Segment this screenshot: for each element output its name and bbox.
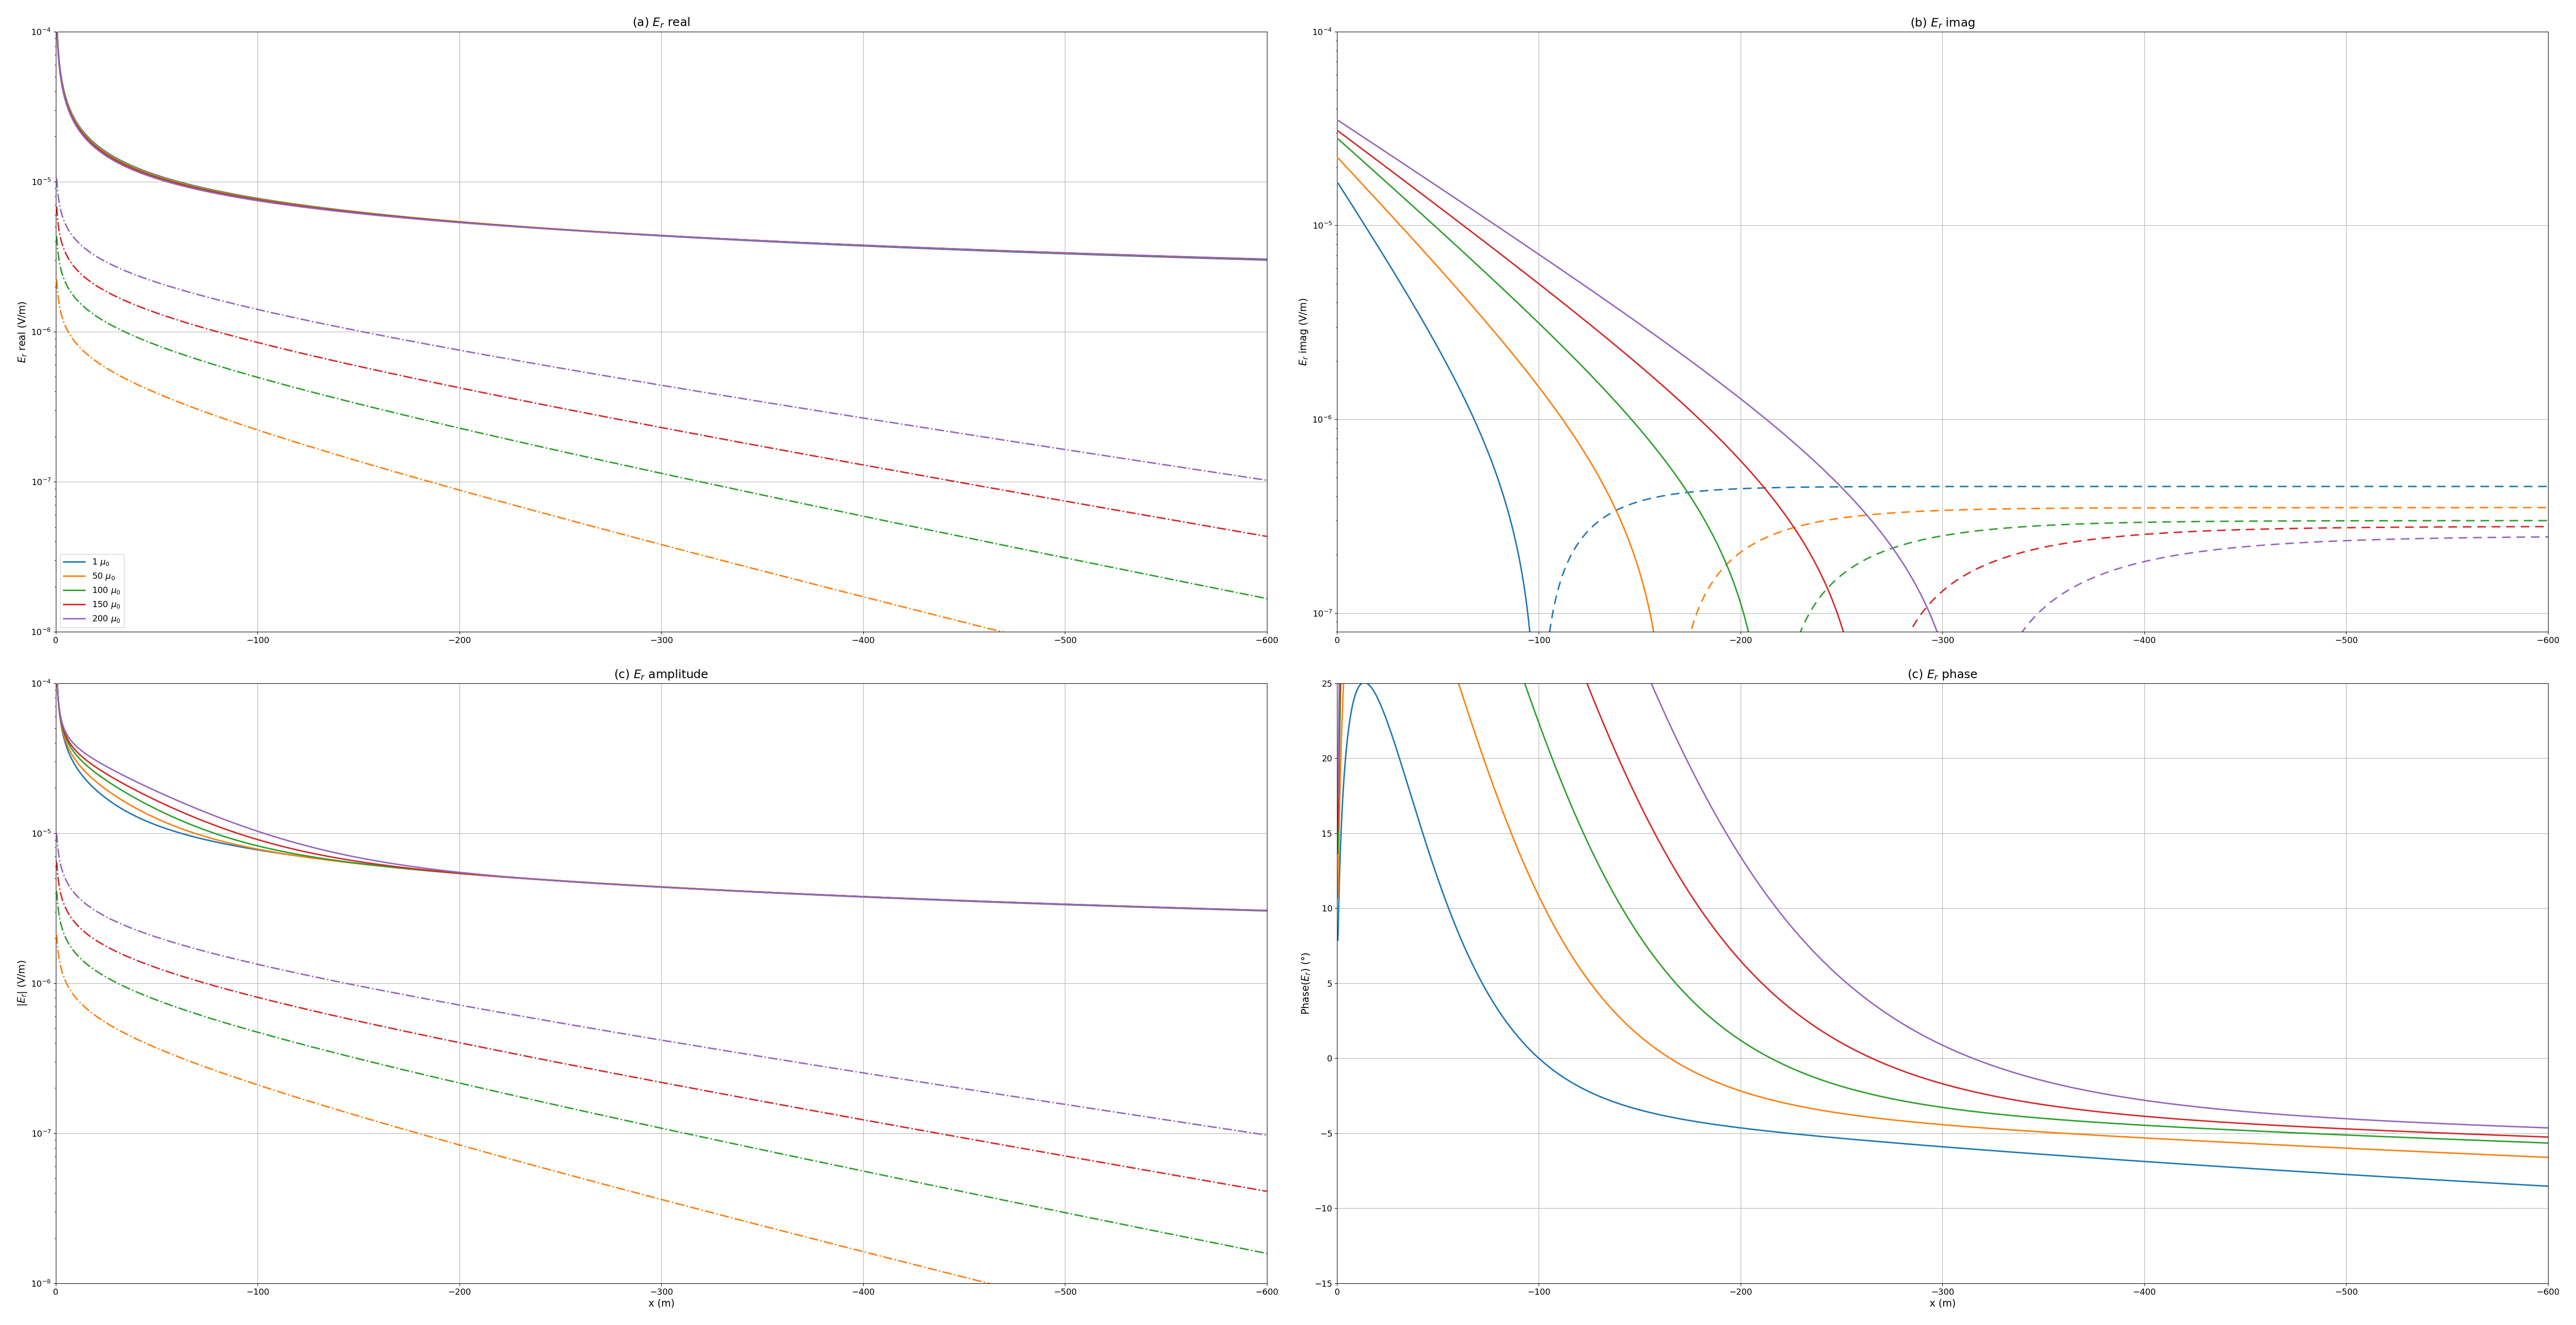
- Y-axis label: $|E_r|$ (V/m): $|E_r|$ (V/m): [15, 959, 28, 1007]
- X-axis label: x (m): x (m): [649, 1298, 675, 1309]
- Y-axis label: $E_r$ real (V/m): $E_r$ real (V/m): [18, 301, 28, 363]
- Legend: 1 $\mu_0$, 50 $\mu_0$, 100 $\mu_0$, 150 $\mu_0$, 200 $\mu_0$: 1 $\mu_0$, 50 $\mu_0$, 100 $\mu_0$, 150 …: [59, 554, 124, 628]
- Y-axis label: $E_r$ imag (V/m): $E_r$ imag (V/m): [1298, 298, 1309, 366]
- Title: (a) $E_r$ real: (a) $E_r$ real: [634, 16, 690, 29]
- Title: (c) $E_r$ phase: (c) $E_r$ phase: [1906, 668, 1978, 681]
- Title: (c) $E_r$ amplitude: (c) $E_r$ amplitude: [613, 668, 708, 681]
- X-axis label: x (m): x (m): [1929, 1298, 1955, 1309]
- Y-axis label: Phase($E_r$) (°): Phase($E_r$) (°): [1301, 953, 1311, 1015]
- Title: (b) $E_r$ imag: (b) $E_r$ imag: [1909, 16, 1976, 29]
